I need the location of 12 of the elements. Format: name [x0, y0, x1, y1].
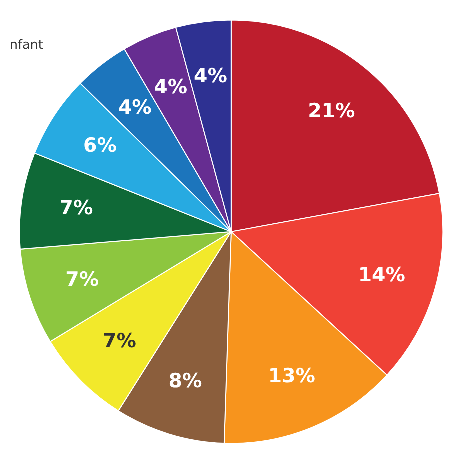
data-label: 21% — [308, 99, 356, 122]
data-label: 8% — [168, 370, 202, 393]
data-label: 7% — [102, 330, 137, 353]
data-label: 4% — [194, 64, 228, 88]
data-label: 13% — [268, 364, 316, 388]
data-label: 4% — [154, 75, 188, 98]
data-label: 7% — [60, 196, 94, 220]
data-label: 4% — [118, 96, 152, 120]
data-label: 14% — [358, 263, 406, 286]
text: nfant — [10, 38, 44, 53]
data-label: 6% — [84, 134, 118, 158]
data-label: 7% — [66, 268, 100, 292]
